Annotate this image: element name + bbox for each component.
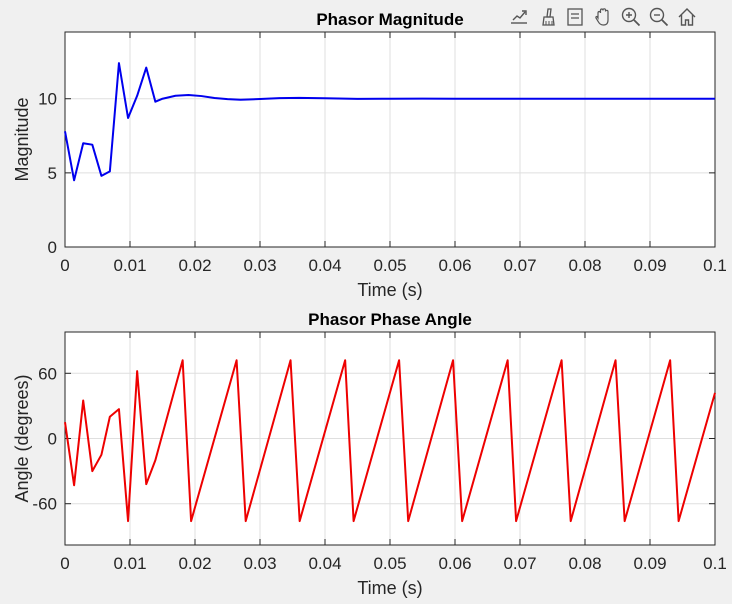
x-tick-label: 0.05 (373, 256, 406, 275)
y-tick-label: 0 (48, 430, 57, 449)
y-tick-label: 10 (38, 90, 57, 109)
x-tick-label: 0.1 (703, 554, 727, 573)
axes-toolbar (505, 3, 727, 31)
x-tick-label: 0.09 (633, 256, 666, 275)
x-tick-label: 0.01 (113, 554, 146, 573)
zoom-in-button[interactable] (617, 3, 645, 31)
y-tick-label: 60 (38, 364, 57, 383)
x-axis-label: Time (s) (357, 280, 422, 300)
x-tick-label: 0.05 (373, 554, 406, 573)
x-axis-label: Time (s) (357, 578, 422, 598)
y-tick-label: -60 (32, 495, 57, 514)
datatip-icon (564, 6, 586, 28)
x-tick-label: 0.02 (178, 554, 211, 573)
zoom-in-icon (620, 6, 642, 28)
pan-hand-button[interactable] (589, 3, 617, 31)
x-tick-label: 0.09 (633, 554, 666, 573)
x-tick-label: 0.06 (438, 256, 471, 275)
series-line-1 (64, 62, 715, 182)
chart-title: Phasor Magnitude (316, 10, 463, 29)
datatip-button[interactable] (561, 3, 589, 31)
zoom-out-button[interactable] (645, 3, 673, 31)
x-tick-label: 0.04 (308, 256, 341, 275)
pan-hand-icon (592, 6, 614, 28)
y-tick-label: 0 (48, 238, 57, 257)
brush-icon (536, 6, 558, 28)
x-tick-label: 0.08 (568, 256, 601, 275)
chart-2: 0 0.01 0.02 0.03 0.04 0.05 0.06 0.07 0.08 0.09 0.1… (12, 310, 727, 598)
series-line-1 (64, 359, 716, 523)
x-tick-label: 0.04 (308, 554, 341, 573)
x-tick-label: 0 (60, 554, 69, 573)
x-tick-label: 0.02 (178, 256, 211, 275)
home-icon (676, 6, 698, 28)
home-button[interactable] (673, 3, 701, 31)
chart-1: 0 0.01 0.02 0.03 0.04 0.05 0.06 0.07 0.08 0.09 0.1… (12, 10, 727, 300)
chart-title: Phasor Phase Angle (308, 310, 472, 329)
x-tick-label: 0.03 (243, 256, 276, 275)
x-tick-label: 0.1 (703, 256, 727, 275)
zoom-out-icon (648, 6, 670, 28)
x-tick-label: 0.08 (568, 554, 601, 573)
y-axis-label: Magnitude (12, 97, 32, 181)
export-button[interactable] (505, 3, 533, 31)
x-tick-label: 0.03 (243, 554, 276, 573)
y-tick-label: 5 (48, 164, 57, 183)
x-tick-label: 0.07 (503, 256, 536, 275)
y-axis-label: Angle (degrees) (12, 374, 32, 502)
x-tick-label: 0.06 (438, 554, 471, 573)
brush-button[interactable] (533, 3, 561, 31)
export-icon (508, 6, 530, 28)
x-tick-label: 0 (60, 256, 69, 275)
x-tick-label: 0.07 (503, 554, 536, 573)
x-tick-label: 0.01 (113, 256, 146, 275)
